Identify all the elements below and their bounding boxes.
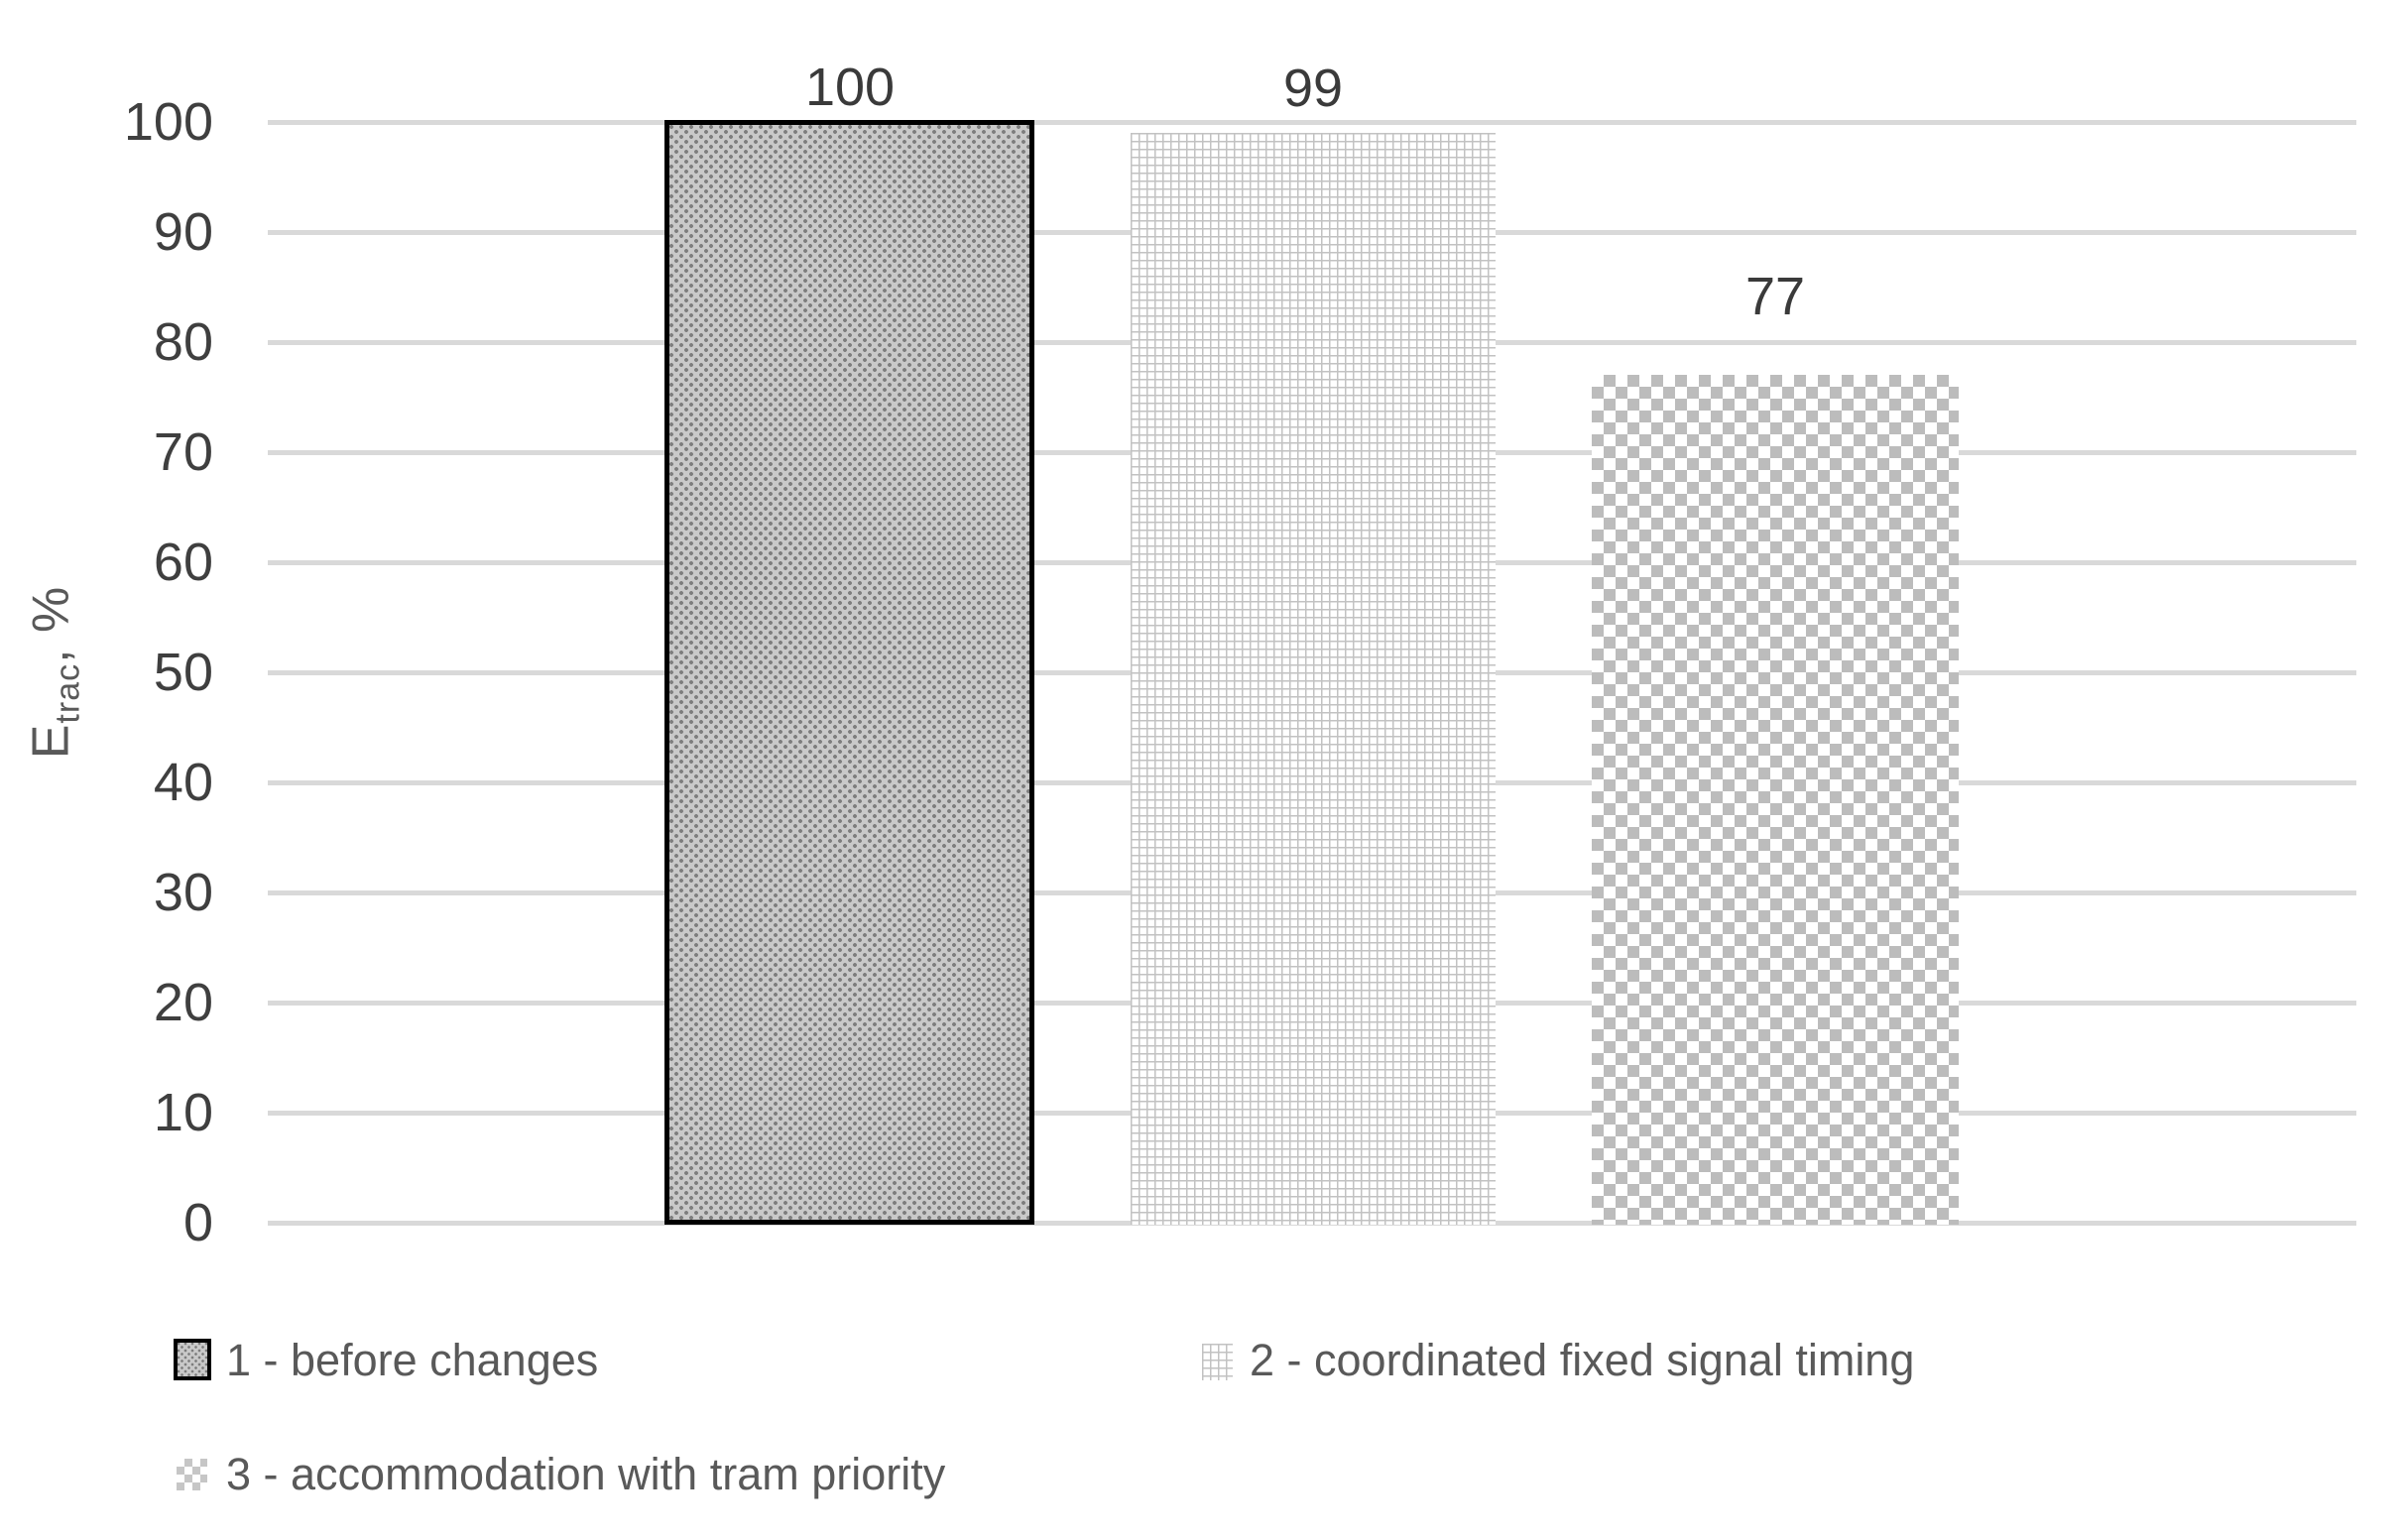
bar-value-label: 99 [1282,59,1344,118]
y-tick-label: 30 [153,863,213,922]
bar-value-label: 77 [1744,267,1806,326]
y-tick-label: 70 [153,422,213,482]
y-tick-label: 90 [153,202,213,262]
y-tick-label: 20 [153,973,213,1032]
y-tick-label: 40 [153,753,213,812]
legend-label: 2 - coordinated fixed signal timing [1250,1335,1915,1385]
bar-value-label: 100 [804,58,896,117]
y-tick-label: 10 [153,1083,213,1142]
legend-swatch-checker-icon [177,1459,207,1490]
y-axis-title-main: E [22,723,80,760]
legend-swatch-dots-icon [174,1339,211,1380]
y-axis-title: Etrac, % [21,586,87,760]
legend-swatch-grid-icon [1202,1344,1233,1380]
y-tick-label: 60 [153,533,213,592]
bar-accommodation-with-tram-priority [1592,375,1959,1225]
y-tick-label: 100 [123,92,213,152]
bar-before-changes [664,120,1034,1225]
y-gridline-100 [268,120,2356,125]
legend-label: 3 - accommodation with tram priority [226,1449,946,1499]
y-tick-label: 0 [182,1193,213,1252]
bar-coordinated-fixed-signal-timing [1131,133,1496,1225]
y-axis-title-subscript: trac [49,662,87,724]
y-axis-title-unit: , % [22,585,80,663]
legend-label: 1 - before changes [226,1335,599,1385]
y-tick-label: 50 [153,643,213,702]
y-tick-label: 80 [153,312,213,372]
